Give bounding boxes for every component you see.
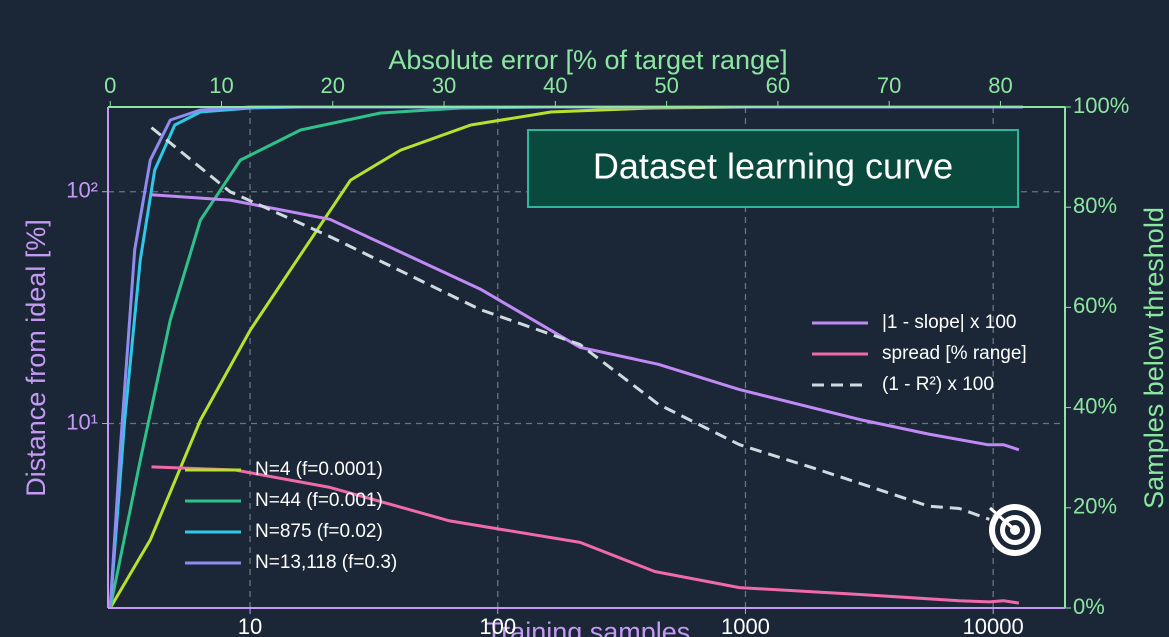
right-axis-label: Samples below threshold bbox=[1139, 207, 1169, 509]
right-tick-label: 100% bbox=[1073, 93, 1129, 118]
series-line bbox=[151, 465, 1020, 605]
legend-label: N=44 (f=0.001) bbox=[255, 490, 383, 511]
x-tick-label: 10 bbox=[238, 614, 262, 637]
bottom-axis-label: Training samples bbox=[486, 617, 691, 637]
left-axis-label: Distance from ideal [%] bbox=[21, 219, 51, 497]
chart-title: Dataset learning curve bbox=[593, 146, 953, 187]
x-tick-label: 10000 bbox=[963, 614, 1024, 637]
legend-label: |1 - slope| x 100 bbox=[882, 312, 1017, 333]
y-tick-label: 10² bbox=[66, 178, 98, 203]
legend: N=4 (f=0.0001) N=44 (f=0.001) N=875 (f=0.0… bbox=[185, 312, 1027, 573]
legend-label: (1 - R²) x 100 bbox=[882, 374, 994, 395]
x-tick-label: 1000 bbox=[721, 614, 770, 637]
x-tick-label: 100 bbox=[479, 614, 516, 637]
target-icon bbox=[989, 504, 1041, 556]
target-arrow bbox=[989, 506, 1016, 532]
legend-label: N=13,118 (f=0.3) bbox=[255, 552, 397, 573]
top-tick-label: 70 bbox=[877, 73, 901, 98]
legend-label: N=4 (f=0.0001) bbox=[255, 459, 383, 480]
right-tick-label: 80% bbox=[1073, 193, 1117, 218]
top-tick-label: 10 bbox=[209, 73, 233, 98]
series-line bbox=[151, 193, 1020, 452]
right-tick-label: 40% bbox=[1073, 393, 1117, 418]
series-line bbox=[150, 126, 990, 521]
y-tick-label: 10¹ bbox=[66, 409, 98, 434]
legend-label: N=875 (f=0.02) bbox=[255, 521, 383, 542]
top-tick-label: 30 bbox=[432, 73, 456, 98]
right-tick-label: 20% bbox=[1073, 494, 1117, 519]
top-tick-label: 50 bbox=[654, 73, 678, 98]
title-box bbox=[527, 129, 1019, 208]
right-tick-label: 60% bbox=[1073, 293, 1117, 318]
top-tick-label: 20 bbox=[321, 73, 345, 98]
top-tick-label: 80 bbox=[988, 73, 1012, 98]
top-tick-label: 60 bbox=[766, 73, 790, 98]
legend-label: spread [% range] bbox=[882, 343, 1027, 364]
top-axis-label: Absolute error [% of target range] bbox=[388, 45, 787, 75]
top-tick-label: 0 bbox=[104, 73, 116, 98]
top-tick-label: 40 bbox=[543, 73, 567, 98]
right-tick-label: 0% bbox=[1073, 594, 1105, 619]
frame bbox=[107, 106, 1066, 609]
